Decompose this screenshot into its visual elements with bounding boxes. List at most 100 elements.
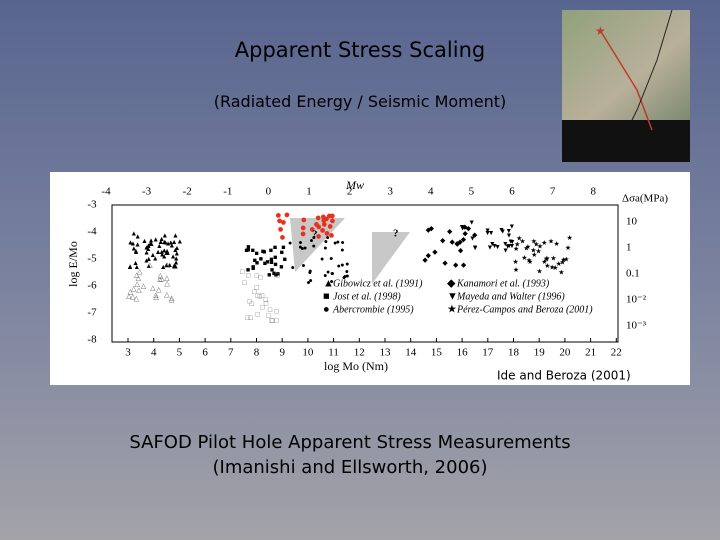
legend-marker: ● xyxy=(323,304,330,316)
scatter-point: □ xyxy=(268,306,273,314)
scatter-point: ▲ xyxy=(145,242,152,250)
scatter-point: ◆ xyxy=(455,240,461,248)
scatter-point: ● xyxy=(324,238,328,246)
scatter-point: ★ xyxy=(516,235,522,243)
scatter-point: ▲ xyxy=(152,236,159,244)
scatter-point: ▲ xyxy=(134,232,141,240)
scatter-point: ● xyxy=(328,229,335,241)
left-tick-label: -7 xyxy=(87,307,97,319)
scatter-point: ★ xyxy=(519,237,525,245)
legend-entry: Mayeda and Walter (1996) xyxy=(456,291,565,302)
scatter-point: □ xyxy=(260,304,265,312)
scatter-point: ● xyxy=(320,255,324,263)
scatter-point: ▲ xyxy=(145,262,152,270)
scatter-point: ▲ xyxy=(152,254,159,262)
scatter-point: ● xyxy=(345,272,349,280)
scatter-point: □ xyxy=(242,279,247,287)
scatter-point: ■ xyxy=(263,259,267,267)
scatter-point: ◆ xyxy=(462,229,468,237)
top-tick-label: 5 xyxy=(469,186,475,198)
scatter-point: ◆ xyxy=(447,227,453,235)
scatter-point: ● xyxy=(321,219,328,231)
scatter-point: ■ xyxy=(273,261,277,269)
scatter-point: ● xyxy=(280,216,287,228)
right-tick-label: 10 xyxy=(626,216,638,228)
footer-line: SAFOD Pilot Hole Apparent Stress Measure… xyxy=(129,432,571,453)
scatter-point: ● xyxy=(284,209,291,221)
scatter-point: △ xyxy=(158,272,164,280)
scatter-point: □ xyxy=(264,296,269,304)
scatter-point: ▲ xyxy=(134,240,141,248)
legend-entry: Kanamori et al. (1993) xyxy=(456,278,550,289)
legend-entry: Pérez-Campos and Beroza (2001) xyxy=(456,304,593,315)
scatter-point: ▲ xyxy=(130,244,137,252)
scatter-point: ▲ xyxy=(145,245,152,253)
scatter-point: □ xyxy=(255,272,260,280)
map-photo: ★ xyxy=(562,10,690,162)
scatter-point: ★ xyxy=(521,254,527,262)
top-tick-label: 0 xyxy=(266,186,272,198)
left-tick-label: -8 xyxy=(87,334,97,346)
scatter-point: □ xyxy=(256,310,261,318)
legend-marker: ▲ xyxy=(323,278,334,290)
title: Apparent Stress Scaling xyxy=(234,38,486,62)
scatter-point: △ xyxy=(153,291,159,299)
scatter-point: ★ xyxy=(536,267,542,275)
legend-marker: ◆ xyxy=(447,278,456,290)
scatter-point: □ xyxy=(258,292,263,300)
bottom-tick-label: 22 xyxy=(611,347,622,359)
scatter-point: ★ xyxy=(541,258,547,266)
scatter-point: ▼ xyxy=(502,240,509,248)
scatter-point: ■ xyxy=(267,271,271,279)
scatter-point: △ xyxy=(128,287,134,295)
scatter-point: △ xyxy=(126,292,132,300)
scatter-point: ● xyxy=(291,263,295,271)
scatter-point: ▲ xyxy=(155,248,162,256)
legend-marker: ★ xyxy=(447,304,457,316)
scatter-point: ● xyxy=(308,277,312,285)
scatter-point: ■ xyxy=(283,255,287,263)
scatter-point: □ xyxy=(252,288,257,296)
scatter-point: ▲ xyxy=(163,249,170,257)
scatter-point: ■ xyxy=(269,247,273,255)
scatter-point: ▲ xyxy=(163,261,170,269)
scatter-point: ★ xyxy=(549,263,555,271)
scatter-point: □ xyxy=(270,317,275,325)
scatter-point: □ xyxy=(258,274,263,282)
scatter-point: ■ xyxy=(251,263,255,271)
scatter-point: △ xyxy=(169,295,175,303)
figure: ▲▲▲▲▲▲▲▲▲▲▲▲▲▲▲▲ ▲▲ ▲▲▲▲▲▲▲▲▲▲▲▲▲▲▲▲▲▲▲▲▲▲… xyxy=(50,172,690,385)
scatter-point: □ xyxy=(266,312,271,320)
scatter-point: ● xyxy=(342,274,346,282)
scatter-point: △ xyxy=(150,284,156,292)
footer-line: (Imanishi and Ellsworth, 2006) xyxy=(212,457,488,478)
scatter-point: □ xyxy=(255,283,260,291)
scatter-point: ▲ xyxy=(170,252,177,260)
scatter-point: ▼ xyxy=(508,242,515,250)
scatter-point: ▲ xyxy=(148,240,155,248)
bottom-tick-label: 4 xyxy=(151,347,157,359)
scatter-point: ▲ xyxy=(172,262,179,270)
scatter-point: ▲ xyxy=(172,246,179,254)
scatter-point: ▲ xyxy=(141,237,148,245)
scatter-point: ● xyxy=(309,224,316,236)
scatter-point: □ xyxy=(269,316,274,324)
scatter-point: ▲ xyxy=(145,255,152,263)
scatter-point: ★ xyxy=(514,241,520,249)
scatter-point: ★ xyxy=(560,256,566,264)
scatter-point: ◆ xyxy=(426,252,432,260)
left-tick-label: -5 xyxy=(87,253,97,265)
scatter-point: ■ xyxy=(273,243,277,251)
scatter-point: ● xyxy=(315,221,322,233)
question-mark: ? xyxy=(393,228,399,240)
scatter-point: ★ xyxy=(526,257,532,265)
scatter-point: □ xyxy=(240,268,245,276)
scatter-point: □ xyxy=(256,292,261,300)
right-tick-label: 10⁻³ xyxy=(626,320,647,332)
scatter-point: ● xyxy=(303,244,307,252)
scatter-point: ◆ xyxy=(429,225,435,233)
scatter-point: △ xyxy=(169,294,175,302)
scatter-point: ◆ xyxy=(454,240,460,248)
scatter-point: ■ xyxy=(279,263,283,271)
